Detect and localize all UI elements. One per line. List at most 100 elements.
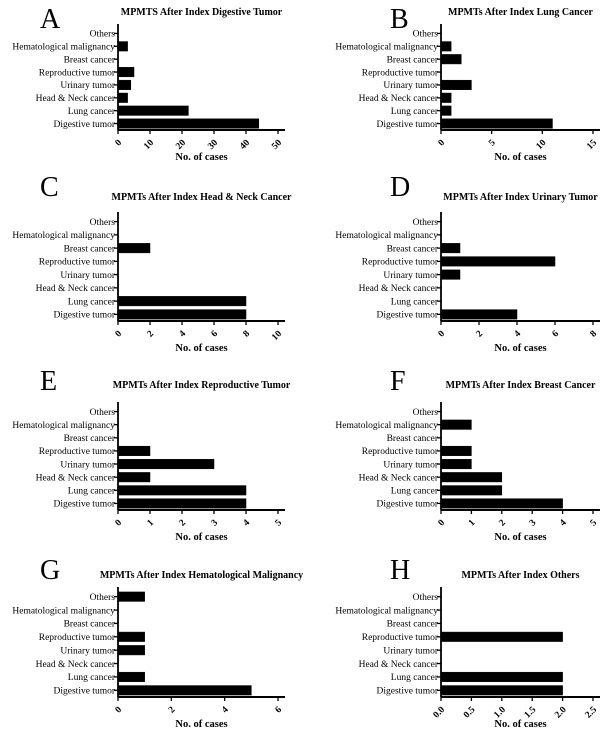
- x-tick-label: 0: [114, 329, 125, 340]
- category-label-breast-cancer: Breast cancer: [387, 620, 439, 630]
- chart-title: MPMTs After Index Head & Neck Cancer: [112, 192, 293, 203]
- x-tick-label: 40: [238, 138, 252, 152]
- bar-urinary-tumor: [440, 459, 472, 470]
- x-tick-label: 2.0: [553, 705, 569, 721]
- panel-letter: D: [390, 172, 410, 203]
- category-label-digestive-tumor: Digestive tumor: [377, 500, 439, 510]
- chart-title: MPMTs After Index Breast Cancer: [446, 380, 596, 391]
- x-axis-label: No. of cases: [175, 719, 227, 730]
- x-tick-label: 2: [167, 705, 178, 716]
- x-tick-label: 6: [551, 329, 562, 340]
- bar-digestive-tumor: [117, 498, 247, 509]
- panel-letter: C: [40, 172, 59, 203]
- chart-title: MPMTs After Index Others: [461, 570, 579, 581]
- bar-lung-cancer: [440, 485, 503, 496]
- x-axis-label: No. of cases: [494, 152, 546, 163]
- bar-reproductive-tumor: [117, 445, 151, 456]
- x-tick-label: 2: [475, 329, 486, 340]
- bar-digestive-tumor: [440, 118, 553, 129]
- x-tick-label: 6: [274, 705, 285, 716]
- category-label-digestive-tumor: Digestive tumor: [377, 311, 439, 321]
- bar-breast-cancer: [440, 54, 462, 65]
- category-label-urinary-tumor: Urinary tumor: [60, 646, 115, 656]
- category-label-digestive-tumor: Digestive tumor: [54, 687, 116, 697]
- bar-reproductive-tumor: [440, 631, 563, 642]
- bar-digestive-tumor: [117, 685, 252, 696]
- category-label-reproductive-tumor: Reproductive tumor: [39, 447, 116, 457]
- category-label-others: Others: [90, 218, 116, 228]
- bar-lung-cancer: [117, 485, 247, 496]
- category-label-others: Others: [90, 593, 116, 603]
- category-label-hematological-malignancy: Hematological malignancy: [12, 231, 115, 241]
- chart-panel-e: E MPMTs After Index Reproductive Tumor Oth…: [0, 366, 304, 552]
- panel-letter: B: [390, 4, 409, 35]
- bar-urinary-tumor: [117, 79, 132, 90]
- bar-lung-cancer: [117, 105, 189, 116]
- category-label-breast-cancer: Breast cancer: [64, 55, 116, 65]
- bar-breast-cancer: [117, 243, 151, 254]
- x-axis-label: No. of cases: [175, 343, 227, 354]
- chart-title: MPMTS After Index Digestive Tumor: [121, 7, 283, 18]
- bar-head-neck-cancer: [117, 472, 151, 483]
- category-label-hematological-malignancy: Hematological malignancy: [335, 231, 438, 241]
- x-tick-label: 20: [174, 138, 188, 152]
- x-tick-label: 2: [146, 329, 157, 340]
- panel-letter: G: [40, 555, 60, 586]
- x-tick-label: 4: [178, 329, 189, 340]
- category-label-digestive-tumor: Digestive tumor: [54, 311, 116, 321]
- category-label-urinary-tumor: Urinary tumor: [383, 271, 438, 281]
- chart-title: MPMTs After Index Lung Cancer: [448, 7, 594, 18]
- x-tick-label: 5: [487, 138, 498, 149]
- category-label-reproductive-tumor: Reproductive tumor: [362, 447, 439, 457]
- x-tick-label: 0: [114, 705, 125, 716]
- x-tick-label: 2.5: [584, 705, 600, 721]
- x-tick-label: 15: [585, 138, 599, 152]
- category-label-reproductive-tumor: Reproductive tumor: [39, 633, 116, 643]
- bar-chart-h: H MPMTs After Index Others Others Hematolog…: [335, 555, 600, 730]
- x-tick-label: 50: [270, 138, 284, 152]
- category-label-lung-cancer: Lung cancer: [391, 487, 439, 497]
- chart-title: MPMTs After Index Reproductive Tumor: [113, 380, 291, 391]
- x-tick-label: 0.5: [462, 705, 478, 721]
- category-label-reproductive-tumor: Reproductive tumor: [39, 68, 116, 78]
- bar-urinary-tumor: [117, 459, 215, 470]
- category-label-breast-cancer: Breast cancer: [64, 620, 116, 630]
- bar-chart-b: B MPMTs After Index Lung Cancer Others Hema…: [335, 4, 600, 163]
- category-label-urinary-tumor: Urinary tumor: [60, 271, 115, 281]
- chart-panel-b: B MPMTs After Index Lung Cancer Others Hema…: [304, 0, 608, 184]
- x-tick-label: 1: [146, 518, 157, 529]
- bar-reproductive-tumor: [440, 445, 472, 456]
- category-label-breast-cancer: Breast cancer: [387, 244, 439, 254]
- category-label-hematological-malignancy: Hematological malignancy: [335, 421, 438, 431]
- category-label-breast-cancer: Breast cancer: [387, 434, 439, 444]
- bar-chart-e: E MPMTs After Index Reproductive Tumor Oth…: [12, 366, 291, 543]
- x-tick-label: 10: [142, 138, 156, 152]
- bar-reproductive-tumor: [117, 67, 135, 78]
- x-tick-label: 3: [528, 518, 539, 529]
- x-tick-label: 0: [437, 518, 448, 529]
- chart-panel-f: F MPMTs After Index Breast Cancer Others He…: [304, 366, 608, 552]
- bar-head-neck-cancer: [440, 472, 503, 483]
- x-tick-label: 30: [206, 138, 220, 152]
- panel-letter: H: [390, 555, 410, 586]
- category-label-lung-cancer: Lung cancer: [391, 107, 439, 117]
- x-tick-label: 0: [114, 138, 125, 149]
- category-label-others: Others: [413, 408, 439, 418]
- category-label-lung-cancer: Lung cancer: [391, 673, 439, 683]
- category-label-digestive-tumor: Digestive tumor: [377, 687, 439, 697]
- x-tick-label: 2: [178, 518, 189, 529]
- x-tick-label: 6: [210, 329, 221, 340]
- bar-urinary-tumor: [440, 269, 461, 280]
- bar-head-neck-cancer: [440, 92, 452, 103]
- chart-panel-g: G MPMTs After Index Hematological Maligna…: [0, 552, 304, 736]
- chart-title: MPMTs After Index Hematological Malignan…: [100, 570, 303, 581]
- bar-chart-g: G MPMTs After Index Hematological Maligna…: [12, 555, 303, 730]
- bar-hematological-malignancy: [440, 419, 472, 430]
- bar-head-neck-cancer: [117, 92, 128, 103]
- category-label-urinary-tumor: Urinary tumor: [383, 81, 438, 91]
- category-label-lung-cancer: Lung cancer: [68, 673, 116, 683]
- x-tick-label: 0: [437, 138, 448, 149]
- bar-digestive-tumor: [117, 118, 260, 129]
- x-tick-label: 2: [497, 518, 508, 529]
- category-label-reproductive-tumor: Reproductive tumor: [362, 633, 439, 643]
